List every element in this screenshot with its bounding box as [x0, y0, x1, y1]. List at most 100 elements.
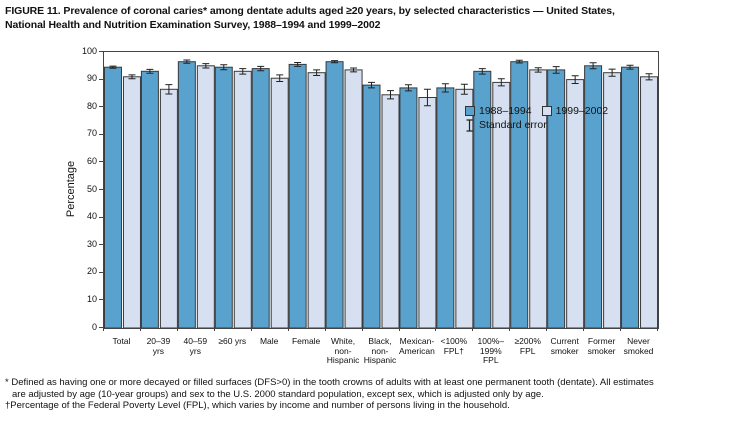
bar-1999–2002-≥60-yrs [233, 70, 252, 328]
y-tick-mark [99, 51, 103, 52]
bar-1988–1994-White,-non--Hispanic [325, 61, 344, 328]
footnote-dagger: †Percentage of the Federal Poverty Level… [5, 400, 510, 411]
bar-1988–1994-40–59-yrs [177, 61, 196, 328]
y-tick-label: 50 [86, 183, 97, 194]
bar-1999–2002-White,-non--Hispanic [344, 69, 363, 328]
x-tick-mark [546, 328, 548, 331]
y-tick-mark [99, 189, 103, 190]
bar-1988–1994-Never-smoked [621, 66, 640, 328]
x-axis-label: Mexican- American [398, 336, 435, 356]
x-tick-mark [583, 328, 585, 331]
error-bar [387, 90, 394, 100]
x-tick-mark [620, 328, 622, 331]
bar-1988–1994-Male [251, 68, 270, 328]
x-tick-mark [250, 328, 252, 331]
bar-1999–2002-Total [122, 76, 141, 328]
x-axis-label: 40–59 yrs [183, 336, 208, 356]
y-tick-mark [99, 78, 103, 80]
x-tick-mark [287, 328, 289, 331]
y-tick-mark [99, 244, 103, 246]
x-axis-label: 20–39 yrs [146, 336, 171, 356]
legend-label-standard-error: Standard error [479, 119, 547, 131]
error-bar [460, 83, 468, 95]
y-tick-label: 80 [86, 100, 97, 111]
error-bar [515, 59, 523, 64]
x-axis-label: Never smoked [623, 336, 654, 356]
error-bar [313, 69, 321, 76]
error-bar [478, 68, 486, 75]
error-bar [239, 68, 247, 75]
bar-1988–1994-<100%-FPL† [436, 87, 455, 328]
error-bar [294, 62, 302, 67]
x-axis-label: Male [259, 336, 279, 346]
x-axis-label: White, non- Hispanic [326, 336, 360, 365]
x-axis-label: Former smoker [587, 336, 616, 356]
bar-1988–1994-Mexican--American [399, 87, 418, 328]
y-tick-mark [99, 216, 103, 218]
error-bar [423, 88, 431, 107]
legend-label-1988-1994: 1988–1994 [479, 105, 532, 117]
error-bar [571, 75, 579, 84]
x-axis-label: 100%– 199% FPL [477, 336, 505, 365]
y-tick-label: 30 [86, 238, 97, 249]
bar-1999–2002-Never-smoked [640, 76, 658, 328]
legend-swatch-1988-1994 [465, 106, 475, 116]
error-bar [202, 63, 210, 69]
x-tick-mark [657, 328, 658, 331]
plot-area: 1988–1994 1999–2002 Standard error [103, 51, 659, 329]
y-tick-mark [99, 299, 103, 301]
footnotes: * Defined as having one or more decayed … [5, 377, 731, 412]
x-tick-mark [435, 328, 437, 331]
bar-1999–2002-Black,-non--Hispanic [381, 94, 400, 328]
legend-row-series: 1988–1994 1999–2002 [465, 104, 608, 118]
x-tick-mark [103, 328, 104, 331]
bar-1988–1994-≥60-yrs [214, 66, 233, 328]
bar-1999–2002-Female [307, 72, 326, 328]
error-bar [441, 83, 449, 93]
legend-swatch-1999-2002 [541, 106, 552, 116]
x-axis-label: Female [291, 336, 321, 346]
y-tick-label: 90 [86, 73, 97, 84]
y-tick-mark [99, 271, 103, 273]
error-bar [109, 65, 117, 69]
x-tick-mark [472, 328, 474, 331]
error-bar [608, 68, 616, 77]
error-bar [146, 68, 154, 74]
error-bar [626, 64, 634, 70]
error-bar [350, 67, 358, 73]
bar-1999–2002-Male [270, 77, 289, 328]
y-tick-mark [99, 327, 103, 328]
error-bar [368, 81, 375, 89]
x-axis-label: Current smoker [550, 336, 579, 356]
error-bar [589, 62, 597, 70]
x-tick-mark [509, 328, 511, 331]
y-tick-label: 20 [86, 266, 97, 277]
footnote-asterisk-line1: * Defined as having one or more decayed … [5, 377, 654, 388]
error-bar [534, 67, 542, 73]
y-tick-label: 60 [86, 155, 97, 166]
bar-1988–1994-20–39-yrs [140, 70, 159, 328]
x-axis-label: ≥60 yrs [218, 336, 247, 346]
bar-1988–1994-Total [104, 66, 122, 328]
legend: 1988–1994 1999–2002 Standard error [465, 104, 608, 132]
error-bar [220, 64, 228, 71]
legend-label-1999-2002: 1999–2002 [555, 105, 609, 117]
y-tick-mark [99, 106, 103, 108]
bar-1999–2002-40–59-yrs [196, 65, 215, 328]
error-bar [183, 59, 191, 64]
error-bar [404, 84, 412, 92]
error-bar [552, 66, 560, 74]
x-axis-label: Black, non- Hispanic [363, 336, 397, 365]
x-axis-label: Total [112, 336, 131, 346]
y-tick-mark [99, 133, 103, 135]
error-bar [128, 74, 136, 80]
legend-row-se: Standard error [465, 118, 608, 132]
x-tick-mark [139, 328, 141, 331]
figure-title: FIGURE 11. Prevalence of coronal caries*… [5, 5, 615, 31]
bar-1999–2002-Mexican--American [418, 97, 437, 328]
y-tick-mark [99, 161, 103, 163]
y-tick-label: 40 [86, 211, 97, 222]
y-tick-label: 100 [81, 45, 97, 56]
x-tick-mark [398, 328, 400, 331]
